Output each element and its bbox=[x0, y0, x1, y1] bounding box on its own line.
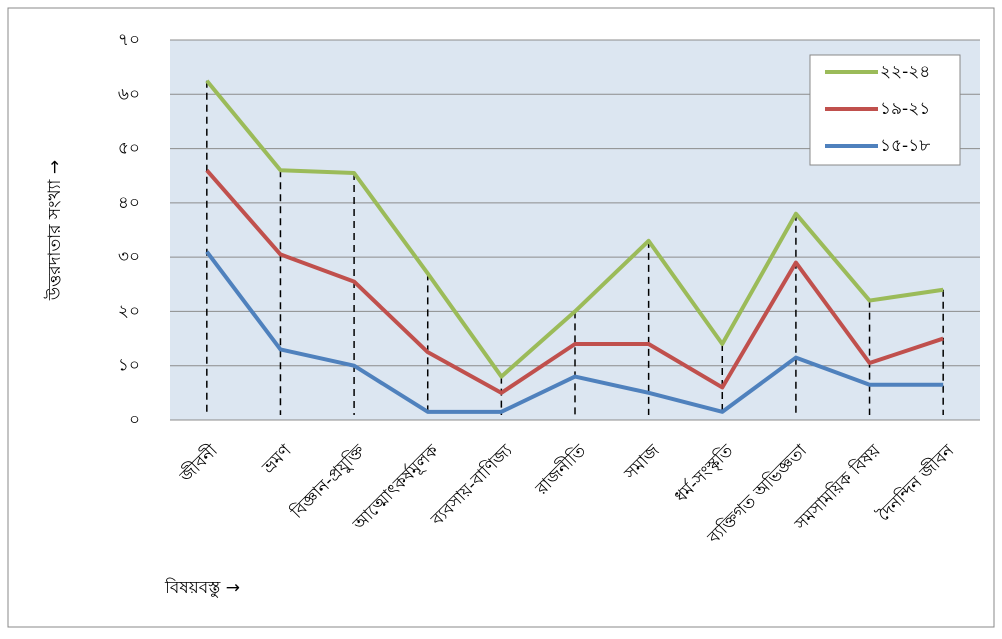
y-tick-label: ৫০ bbox=[118, 139, 140, 159]
series-line bbox=[205, 250, 944, 414]
x-axis-label: বিষয়বস্তু → bbox=[164, 577, 240, 598]
series-line bbox=[205, 168, 944, 395]
y-tick-label: ৭০ bbox=[118, 30, 140, 50]
y-tick-label: ২০ bbox=[118, 301, 140, 321]
y-tick-label: ০ bbox=[129, 410, 140, 430]
y-tick-label: ৬০ bbox=[118, 84, 140, 104]
y-tick-label: ৪০ bbox=[118, 193, 140, 213]
series-line bbox=[205, 79, 944, 379]
y-axis-label: উত্তরদাতার সংখ্যা → bbox=[44, 160, 65, 301]
legend-label: ২২-২৪ bbox=[880, 62, 930, 82]
legend-label: ১৯-২১ bbox=[880, 99, 930, 119]
legend-label: ১৫-১৮ bbox=[880, 136, 930, 156]
y-tick-label: ১০ bbox=[118, 356, 140, 376]
y-tick-label: ৩০ bbox=[118, 247, 140, 267]
